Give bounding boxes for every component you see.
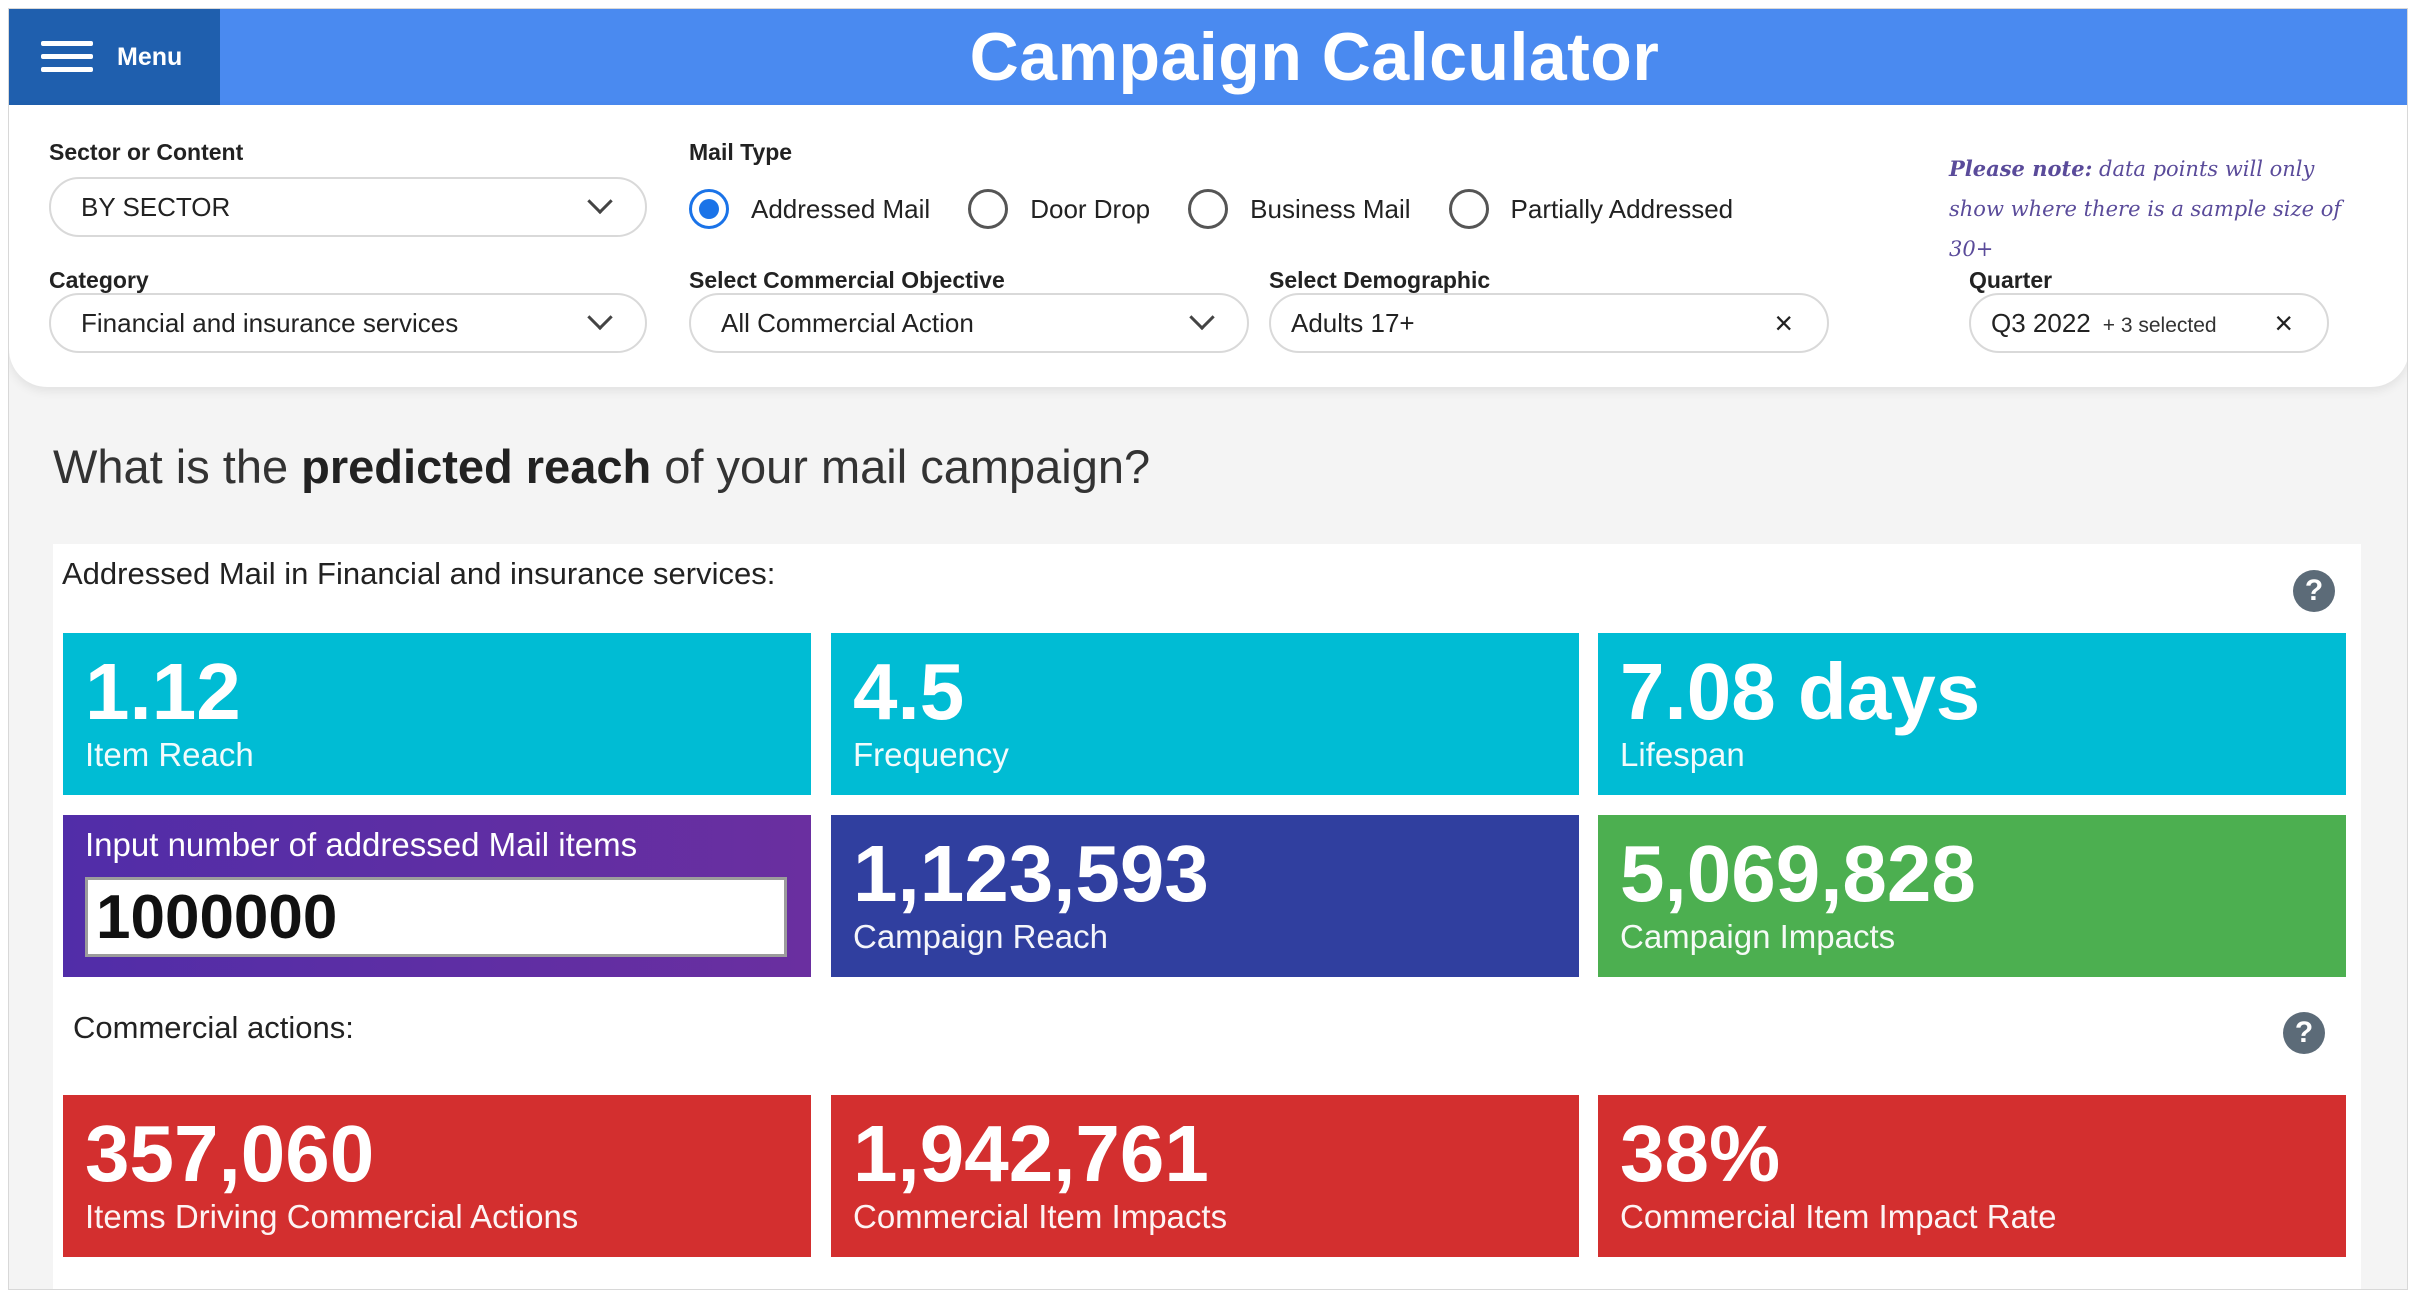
campaign-impacts-label: Campaign Impacts [1620, 918, 1896, 955]
menu-button[interactable]: Menu [9, 9, 220, 105]
quarter-selected-count: + 3 selected [2102, 313, 2217, 337]
question-post: of your mail campaign? [651, 440, 1151, 493]
item-reach-tile: 1.12 Item Reach [63, 633, 811, 795]
impact-rate-tile: 38% Commercial Item Impact Rate [1598, 1095, 2346, 1257]
impact-rate-value: 38% [1620, 1109, 1781, 1198]
radio-partially-addressed[interactable]: Partially Addressed [1448, 189, 1734, 229]
reach-section-title: Addressed Mail in Financial and insuranc… [62, 556, 776, 591]
help-icon[interactable]: ? [2293, 570, 2335, 612]
campaign-impacts-tile: 5,069,828 Campaign Impacts [1598, 815, 2346, 977]
question-pre: What is the [53, 440, 302, 493]
category-label: Category [49, 267, 149, 293]
frequency-tile: 4.5 Frequency [831, 633, 1579, 795]
top-bar: Menu Campaign Calculator [9, 9, 2407, 105]
mail-items-input[interactable] [85, 877, 787, 957]
chevron-down-icon [1189, 304, 1215, 331]
lifespan-label: Lifespan [1620, 736, 1745, 773]
frequency-label: Frequency [853, 736, 1009, 773]
items-input-tile: Input number of addressed Mail items [63, 815, 811, 977]
sample-size-note: Please note: data points will only show … [1949, 149, 2369, 269]
radio-label: Partially Addressed [1510, 193, 1734, 224]
app-frame: Menu Campaign Calculator Sector or Conte… [8, 8, 2408, 1290]
objective-value: All Commercial Action [721, 307, 974, 338]
question-bold: predicted reach [301, 440, 652, 493]
item-impacts-value: 1,942,761 [853, 1109, 1209, 1198]
help-icon[interactable]: ? [2283, 1012, 2325, 1054]
impact-rate-label: Commercial Item Impact Rate [1620, 1198, 2057, 1235]
sector-select[interactable]: BY SECTOR [49, 177, 647, 237]
radio-checked-icon [689, 189, 729, 229]
sector-value: BY SECTOR [81, 191, 231, 222]
item-reach-value: 1.12 [85, 647, 241, 736]
demographic-label: Select Demographic [1269, 267, 1491, 293]
objective-label: Select Commercial Objective [689, 267, 1005, 293]
radio-door-drop[interactable]: Door Drop [968, 189, 1150, 229]
demographic-value: Adults 17+ [1291, 307, 1415, 338]
radio-unchecked-icon [1448, 189, 1489, 229]
menu-label: Menu [117, 42, 183, 71]
objective-select[interactable]: All Commercial Action [689, 293, 1249, 353]
radio-business-mail[interactable]: Business Mail [1188, 189, 1411, 229]
app-title: Campaign Calculator [969, 19, 1660, 95]
campaign-reach-tile: 1,123,593 Campaign Reach [831, 815, 1579, 977]
chevron-down-icon [587, 304, 613, 331]
filter-panel: Sector or Content BY SECTOR Mail Type Ad… [9, 105, 2407, 387]
hamburger-icon [41, 41, 93, 73]
quarter-label: Quarter [1969, 267, 2053, 293]
item-impacts-tile: 1,942,761 Commercial Item Impacts [831, 1095, 1579, 1257]
items-input-label: Input number of addressed Mail items [85, 826, 638, 863]
commercial-section-title: Commercial actions: [73, 1010, 354, 1045]
quarter-value-wrap: Q3 2022 + 3 selected [1991, 308, 2274, 339]
items-driving-tile: 357,060 Items Driving Commercial Actions [63, 1095, 811, 1257]
items-driving-value: 357,060 [85, 1109, 375, 1198]
item-impacts-label: Commercial Item Impacts [853, 1198, 1228, 1235]
category-select[interactable]: Financial and insurance services [49, 293, 647, 353]
note-text: data points will only show where there i… [1949, 157, 2342, 261]
sector-label: Sector or Content [49, 139, 244, 165]
radio-addressed-mail[interactable]: Addressed Mail [689, 189, 930, 229]
mail-type-radio-group: Addressed Mail Door Drop Business Mail P… [689, 187, 1771, 231]
quarter-select[interactable]: Q3 2022 + 3 selected × [1969, 293, 2329, 353]
campaign-reach-label: Campaign Reach [853, 918, 1108, 955]
radio-unchecked-icon [968, 189, 1009, 229]
mail-type-label: Mail Type [689, 139, 793, 165]
category-value: Financial and insurance services [81, 307, 459, 338]
lifespan-tile: 7.08 days Lifespan [1598, 633, 2346, 795]
radio-label: Door Drop [1030, 193, 1151, 224]
radio-label: Business Mail [1250, 193, 1411, 224]
question-heading: What is the predicted reach of your mail… [53, 439, 1150, 494]
item-reach-label: Item Reach [85, 736, 254, 773]
chevron-down-icon [587, 188, 613, 215]
close-icon[interactable]: × [1774, 305, 1793, 341]
close-icon[interactable]: × [2274, 305, 2293, 341]
demographic-select[interactable]: Adults 17+ × [1269, 293, 1829, 353]
lifespan-value: 7.08 days [1620, 647, 1981, 736]
results-panel: Addressed Mail in Financial and insuranc… [53, 544, 2361, 1289]
campaign-reach-value: 1,123,593 [853, 829, 1209, 918]
radio-unchecked-icon [1188, 189, 1229, 229]
frequency-value: 4.5 [853, 647, 965, 736]
note-bold: Please note: [1949, 156, 2093, 181]
radio-label: Addressed Mail [751, 193, 931, 224]
items-driving-label: Items Driving Commercial Actions [85, 1198, 579, 1235]
campaign-impacts-value: 5,069,828 [1620, 829, 1976, 918]
quarter-value: Q3 2022 [1991, 307, 2091, 338]
